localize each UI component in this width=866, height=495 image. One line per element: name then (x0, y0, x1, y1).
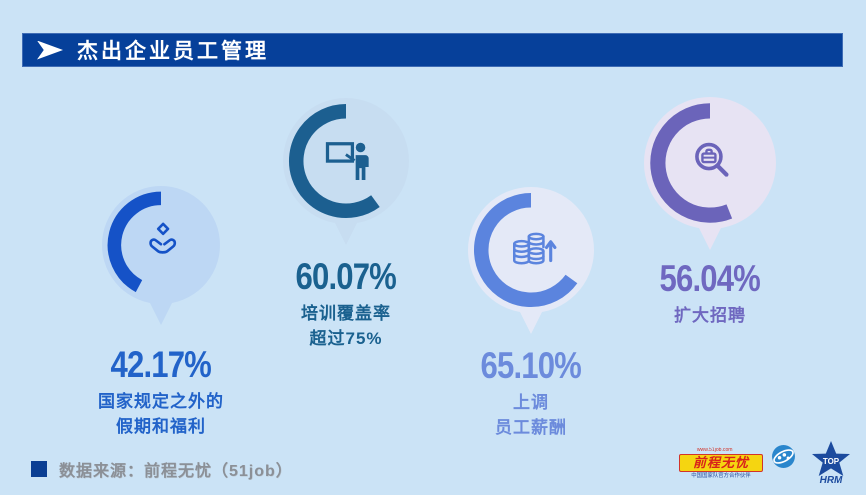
logo-tophrm-bottom: HRM (819, 475, 843, 486)
stat-benefits: 42.17% 国家规定之外的 假期和福利 (71, 186, 251, 439)
stat-value: 42.17% (71, 345, 251, 385)
stat-label-line: 扩大招聘 (674, 306, 746, 325)
stat-value-text: 65.10% (480, 345, 582, 386)
footer-logos: www.51job.com 前程无忧 中国国家队官方合作伙伴 TOP HRM (679, 441, 854, 486)
stat-label-line: 培训覆盖率 (301, 304, 391, 323)
logo-tophrm-top: TOP (822, 457, 840, 466)
stat-value-text: 56.04% (659, 258, 761, 299)
title-bar: 杰出企业员工管理 (22, 33, 843, 67)
stat-label-line: 员工薪酬 (495, 418, 567, 437)
stat-value-text: 60.07% (295, 256, 397, 297)
gauge-bubble (644, 97, 776, 229)
stat-label-line: 假期和福利 (116, 417, 206, 436)
globe-logo-icon (771, 444, 796, 474)
gauge-bubble (102, 186, 220, 304)
page-title: 杰出企业员工管理 (77, 40, 269, 63)
logo-51job-brand: 前程无忧 (679, 453, 763, 472)
stat-training: 60.07% 培训覆盖率 超过75% (256, 98, 436, 351)
recruitment-search-icon (688, 137, 736, 185)
gauge-bubble (468, 187, 594, 313)
logo-tophrm: TOP HRM (808, 441, 854, 486)
logo-51job: www.51job.com 前程无忧 中国国家队官方合作伙伴 (679, 447, 763, 481)
star-icon (812, 441, 850, 476)
gauge-arc (289, 103, 380, 218)
stat-recruitment: 56.04% 扩大招聘 (620, 97, 800, 328)
hands-gift-icon (142, 222, 184, 264)
data-source: 数据来源：前程无忧（51job） (31, 457, 293, 481)
logo-51job-tagline: 中国国家队官方合作伙伴 (691, 472, 751, 479)
stat-salary: 65.10% 上调 员工薪酬 (441, 187, 621, 440)
gauge-arc (650, 103, 733, 223)
gauge-arc (474, 192, 578, 308)
gauge-arc (107, 191, 162, 293)
stat-label: 上调 员工薪酬 (441, 390, 621, 440)
stat-label-line: 上调 (513, 393, 549, 412)
stat-label: 国家规定之外的 假期和福利 (71, 389, 251, 439)
stat-value-text: 42.17% (110, 344, 212, 385)
stat-label-line: 国家规定之外的 (98, 392, 224, 411)
stat-label: 培训覆盖率 超过75% (256, 301, 436, 351)
stat-label-line: 超过75% (309, 329, 383, 348)
training-presenter-icon (322, 133, 374, 185)
arrow-right-icon (37, 40, 63, 60)
square-bullet-icon (31, 461, 47, 477)
stat-value: 56.04% (620, 259, 800, 299)
gauge-bubble (283, 98, 409, 224)
data-source-text: 数据来源：前程无忧（51job） (59, 463, 293, 480)
logo-51job-url: www.51job.com (696, 447, 733, 453)
salary-coins-icon (508, 223, 558, 273)
stat-value: 60.07% (256, 257, 436, 297)
stat-value: 65.10% (441, 346, 621, 386)
stat-label: 扩大招聘 (620, 303, 800, 328)
